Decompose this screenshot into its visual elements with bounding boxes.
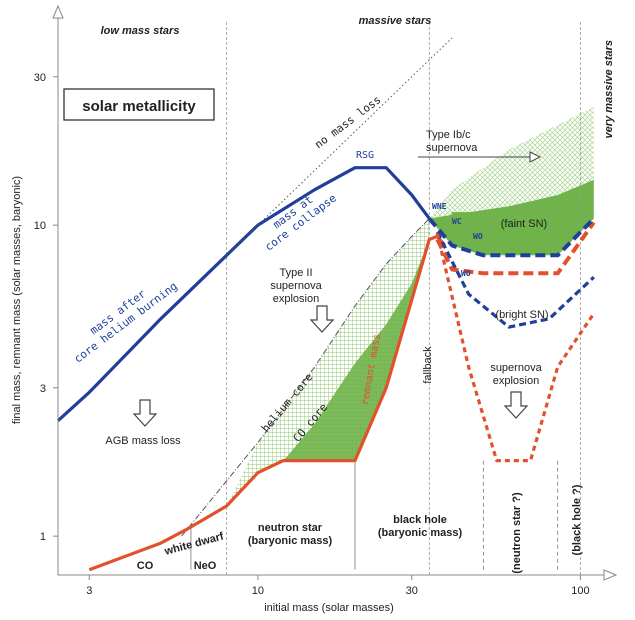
label-no-mass-loss: no mass loss [312, 93, 383, 151]
series-line-7 [435, 233, 596, 463]
header-low-mass: low mass stars [101, 25, 180, 37]
label-wne: WNE [432, 202, 447, 211]
label-faint-sn: (faint SN) [501, 218, 547, 230]
label-black-hole: black hole (baryonic mass) [378, 514, 463, 539]
arrow-supernova [503, 391, 529, 419]
y-axis-label: final mass, remnant mass (solar masses, … [11, 176, 23, 424]
header-massive: massive stars [359, 15, 432, 27]
label-agb: AGB mass loss [105, 435, 181, 447]
arrow-agb [132, 399, 158, 427]
series-line-5 [427, 217, 596, 258]
label-supernova-explosion: supernova explosion [490, 362, 542, 387]
label-black-hole-q: (black hole ?) [571, 484, 583, 555]
series-line-6 [435, 231, 595, 329]
grid-layer [190, 22, 581, 575]
lines-layer [56, 37, 596, 572]
label-wo-2: WO [461, 269, 471, 278]
arrow-type-ii [309, 305, 335, 333]
y-tick-label: 3 [40, 383, 46, 395]
label-co: CO [137, 560, 154, 572]
label-type-ii: Type II supernova explosion [270, 267, 322, 305]
series-line-4 [435, 221, 596, 276]
label-fallback: fallback [422, 346, 434, 384]
label-white-dwarf: white dwarf [162, 530, 225, 558]
label-neutron-star-q: (neutron star ?) [511, 492, 523, 574]
series-line-1 [226, 37, 453, 256]
y-tick-label: 10 [34, 220, 46, 232]
label-rsg: RSG [356, 150, 374, 161]
x-tick-label: 100 [571, 585, 589, 597]
very-massive-hatch [429, 106, 594, 219]
series-line-3 [88, 234, 447, 572]
x-axis-arrow [603, 569, 618, 581]
y-axis-arrow [52, 4, 64, 19]
x-tick-label: 3 [86, 585, 92, 597]
fill-layer [226, 106, 594, 506]
header-very-massive: very massive stars [603, 40, 615, 138]
text-layer: low mass stars massive stars very massive … [11, 15, 615, 614]
co-core-hatch [283, 239, 430, 461]
legend-box [63, 88, 215, 121]
y-tick-label: 30 [34, 72, 46, 84]
label-wc: WC [452, 217, 462, 226]
y-tick-label: 1 [40, 531, 46, 543]
legend-box-label: solar metallicity [82, 98, 196, 115]
label-neo: NeO [194, 560, 217, 572]
label-neutron-star: neutron star (baryonic mass) [248, 522, 333, 547]
series-line-2 [181, 218, 430, 537]
x-tick-label: 10 [252, 585, 264, 597]
arrow-type-ibc-head [529, 151, 542, 163]
axes-layer [52, 4, 618, 581]
x-tick-label: 30 [406, 585, 418, 597]
faint-sn-label-bg [451, 212, 540, 237]
x-axis-label: initial mass (solar masses) [264, 602, 394, 614]
label-wo-1: WO [473, 232, 483, 241]
series-line-0 [56, 166, 431, 422]
label-bright-sn: (bright SN) [495, 309, 548, 321]
helium-core-hatch [226, 218, 430, 506]
label-type-ibc: Type Ib/c supernova [426, 129, 478, 154]
co-core-fill [283, 239, 430, 461]
